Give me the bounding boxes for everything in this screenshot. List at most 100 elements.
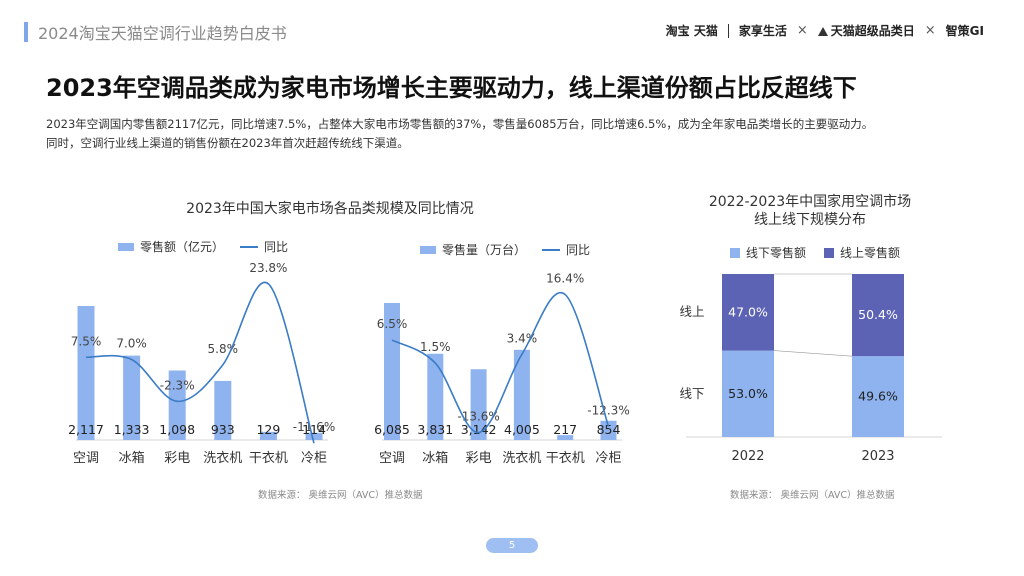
category-label: 干衣机 bbox=[249, 450, 288, 466]
stacked-chart-title-line-1: 2022-2023年中国家用空调市场 bbox=[708, 194, 912, 210]
legend-label: 线上零售额 bbox=[840, 246, 901, 260]
legend-label: 零售量（万台） bbox=[442, 243, 527, 257]
bar-value-label: 933 bbox=[211, 422, 235, 437]
legend-label: 线下零售额 bbox=[746, 246, 807, 260]
growth-rate-label: 7.5% bbox=[71, 334, 102, 348]
bar bbox=[77, 306, 95, 440]
page-number: 5 bbox=[486, 538, 538, 553]
bar bbox=[168, 370, 186, 440]
line-legend-swatch bbox=[240, 245, 259, 248]
bar-value-label: 3,831 bbox=[417, 422, 453, 437]
combo-charts-title: 2023年中国大家电市场各品类规模及同比情况 bbox=[186, 201, 474, 217]
bar-value-label: 4,005 bbox=[504, 422, 540, 437]
triangle-icon bbox=[817, 27, 828, 36]
cross-icon: × bbox=[924, 23, 936, 38]
row-label-online: 线上 bbox=[679, 304, 704, 319]
brand-logos: 淘宝 天猫 家享生活 × 天猫超级品类日 × 智策GI bbox=[666, 22, 984, 39]
growth-rate-label: 23.8% bbox=[249, 261, 287, 275]
bar-value-label: 3,142 bbox=[461, 422, 497, 437]
description: 2023年空调国内零售额2117亿元，同比增速7.5%，占整体大家电市场零售额的… bbox=[46, 115, 873, 153]
online-segment bbox=[722, 274, 774, 351]
offline-legend-swatch bbox=[730, 247, 740, 258]
online-share-label: 47.0% bbox=[728, 304, 768, 319]
bar bbox=[427, 353, 444, 440]
connector-line bbox=[773, 350, 853, 357]
growth-rate-label: -13.6% bbox=[457, 410, 499, 424]
category-label: 空调 bbox=[379, 451, 405, 466]
offline-segment bbox=[852, 356, 904, 437]
category-label: 干衣机 bbox=[546, 450, 585, 466]
bar-value-label: 217 bbox=[553, 422, 577, 437]
super-category-day-text: 天猫超级品类日 bbox=[830, 24, 915, 38]
chart1-legend: 零售额（亿元） 同比 bbox=[118, 238, 288, 255]
year-label: 2023 bbox=[861, 449, 894, 464]
category-label: 冷柜 bbox=[595, 451, 621, 466]
chart3-legend: 线下零售额 线上零售额 bbox=[730, 244, 900, 261]
online-segment bbox=[852, 274, 904, 357]
bar-value-label: 1,333 bbox=[114, 422, 150, 437]
growth-rate-label: -11.6% bbox=[293, 420, 335, 434]
page-headline: 2023年空调品类成为家电市场增长主要驱动力，线上渠道份额占比反超线下 bbox=[46, 74, 857, 102]
bar-value-label: 1,098 bbox=[159, 422, 195, 437]
bar-value-label: 2,117 bbox=[68, 422, 104, 437]
bar-value-label: 6,085 bbox=[374, 422, 410, 437]
offline-segment bbox=[722, 350, 774, 437]
category-label: 洗衣机 bbox=[502, 450, 541, 466]
description-line-2: 同时，空调行业线上渠道的销售份额在2023年首次赶超传统线下渠道。 bbox=[46, 136, 409, 150]
category-label: 冰箱 bbox=[422, 450, 448, 466]
super-category-day-logo: 天猫超级品类日 bbox=[817, 22, 915, 39]
bar bbox=[123, 355, 141, 440]
bar bbox=[600, 420, 617, 440]
online-legend-swatch bbox=[824, 247, 835, 258]
category-label: 彩电 bbox=[164, 451, 190, 466]
bar-legend-swatch bbox=[118, 242, 134, 251]
growth-rate-label: -12.3% bbox=[587, 404, 629, 418]
chart2-legend: 零售量（万台） 同比 bbox=[420, 241, 590, 258]
offline-share-label: 49.6% bbox=[858, 389, 898, 404]
bar-legend-swatch bbox=[420, 245, 436, 254]
data-source-right: 数据来源： 奥维云网（AVC）推总数据 bbox=[730, 490, 895, 501]
category-label: 彩电 bbox=[466, 451, 492, 466]
category-label: 冷柜 bbox=[301, 451, 327, 466]
legend-label: 零售额（亿元） bbox=[140, 240, 225, 254]
online-share-label: 50.4% bbox=[858, 307, 898, 322]
row-label-offline: 线下 bbox=[679, 386, 704, 401]
growth-rate-line bbox=[85, 281, 315, 444]
stacked-chart-title-line-2: 线上线下规模分布 bbox=[754, 212, 866, 228]
line-legend-swatch bbox=[542, 248, 561, 251]
bar-value-label: 114 bbox=[302, 422, 326, 437]
year-label: 2022 bbox=[731, 449, 764, 464]
growth-rate-line bbox=[391, 291, 610, 434]
growth-rate-label: 16.4% bbox=[546, 272, 584, 286]
growth-rate-label: 6.5% bbox=[377, 317, 408, 331]
category-label: 空调 bbox=[73, 451, 99, 466]
bar bbox=[214, 380, 232, 440]
bar bbox=[470, 369, 487, 440]
taobao-tmall-logo: 淘宝 天猫 bbox=[665, 24, 718, 38]
data-source-left: 数据来源： 奥维云网（AVC）推总数据 bbox=[258, 490, 423, 501]
header-accent-bar bbox=[24, 22, 28, 42]
bar-value-label: 854 bbox=[597, 422, 621, 437]
growth-rate-label: 1.5% bbox=[420, 340, 451, 354]
stacked-chart-title: 2022-2023年中国家用空调市场 线上线下规模分布 bbox=[690, 193, 930, 229]
bar bbox=[557, 435, 574, 440]
bar bbox=[259, 431, 277, 440]
brand-divider bbox=[727, 23, 729, 38]
legend-label: 同比 bbox=[566, 243, 591, 257]
growth-rate-label: 7.0% bbox=[116, 337, 147, 351]
bar bbox=[384, 303, 400, 440]
bar-value-label: 129 bbox=[256, 422, 280, 437]
category-label: 冰箱 bbox=[119, 450, 145, 466]
zhice-logo: 智策GI bbox=[945, 24, 984, 38]
description-line-1: 2023年空调国内零售额2117亿元，同比增速7.5%，占整体大家电市场零售额的… bbox=[46, 117, 874, 131]
growth-rate-label: -2.3% bbox=[160, 378, 195, 392]
offline-share-label: 53.0% bbox=[728, 386, 768, 401]
jiaxiang-logo: 家享生活 bbox=[738, 24, 787, 38]
cross-icon: × bbox=[796, 23, 808, 38]
category-label: 洗衣机 bbox=[203, 450, 242, 466]
bar bbox=[513, 349, 530, 440]
report-title: 2024淘宝天猫空调行业趋势白皮书 bbox=[38, 24, 287, 43]
bar bbox=[305, 432, 323, 440]
legend-label: 同比 bbox=[264, 240, 289, 254]
